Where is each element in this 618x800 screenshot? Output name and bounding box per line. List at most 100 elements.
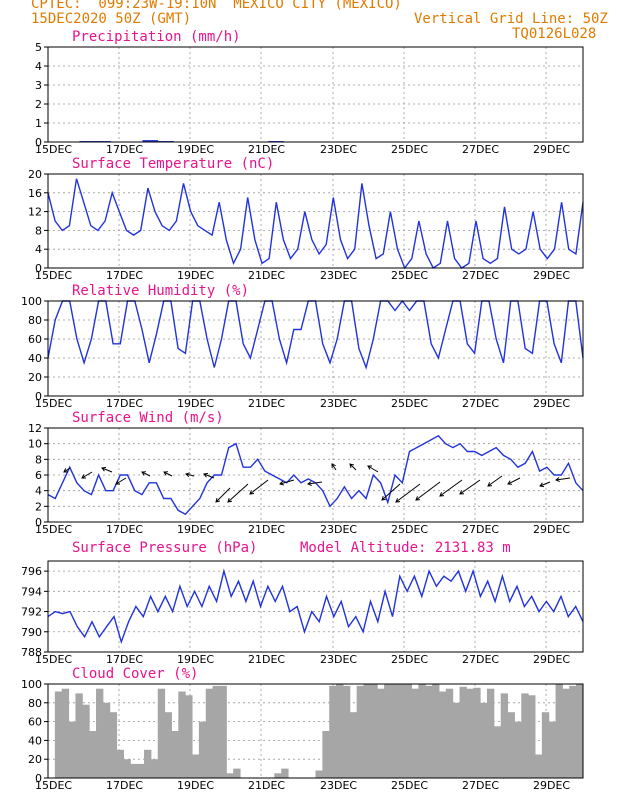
data-bar xyxy=(205,688,214,778)
panel-frame xyxy=(47,427,584,523)
y-tick-label: 794 xyxy=(21,585,42,598)
wind-arrowhead xyxy=(279,480,284,486)
wind-arrow xyxy=(185,473,195,477)
wind-arrowhead xyxy=(539,482,545,488)
date-tick-label: 17DEC xyxy=(106,269,143,282)
date-tick-label: 17DEC xyxy=(106,779,143,792)
header-datetime: 15DEC2020 50Z (GMT) xyxy=(31,11,192,27)
date-tick-label: 25DEC xyxy=(391,397,428,410)
y-tick-label: 0 xyxy=(35,262,42,275)
data-bar xyxy=(212,685,220,778)
data-bar xyxy=(192,754,200,778)
y-tick-label: 12 xyxy=(28,206,42,219)
wind-arrow xyxy=(381,483,401,501)
data-bar xyxy=(445,688,454,778)
wind-arrowhead xyxy=(395,498,401,503)
date-tick-label: 15DEC xyxy=(35,523,72,536)
wind-arrow xyxy=(367,465,379,473)
date-tick-label: 25DEC xyxy=(391,779,428,792)
date-tick-label: 19DEC xyxy=(177,397,214,410)
data-bar xyxy=(226,773,234,778)
wind-arrow xyxy=(331,463,337,471)
data-bar xyxy=(233,768,241,778)
y-tick-label: 20 xyxy=(28,753,42,766)
date-tick-label: 25DEC xyxy=(391,143,428,156)
y-tick-label: 4 xyxy=(35,485,42,498)
data-bar xyxy=(185,695,193,778)
wind-arrow xyxy=(215,487,231,503)
wind-arrowhead xyxy=(555,477,560,483)
y-tick-label: 2 xyxy=(35,98,42,111)
y-tick-label: 10 xyxy=(28,438,42,451)
data-bar xyxy=(480,702,488,778)
model-altitude-label: Model Altitude: 2131.83 m xyxy=(300,540,511,556)
date-tick-label: 17DEC xyxy=(106,143,143,156)
data-bar xyxy=(171,731,179,778)
wind-arrow xyxy=(63,467,71,473)
panel-title: Relative Humidity (%) xyxy=(72,283,249,299)
date-tick-label: 27DEC xyxy=(462,269,499,282)
data-bar xyxy=(521,693,529,778)
panel-title: Surface Pressure (hPa) xyxy=(72,540,257,556)
data-bar xyxy=(322,731,330,778)
panel-title: Cloud Cover (%) xyxy=(72,666,198,682)
data-bar xyxy=(404,684,413,778)
wind-arrowhead xyxy=(141,471,147,476)
data-bar xyxy=(123,759,131,778)
date-tick-label: 27DEC xyxy=(462,523,499,536)
data-bar xyxy=(370,684,378,778)
y-tick-label: 0 xyxy=(35,772,42,785)
wind-arrow xyxy=(227,483,249,503)
data-bar xyxy=(534,754,543,778)
data-bar xyxy=(142,140,159,142)
date-tick-label: 27DEC xyxy=(462,653,499,666)
data-bar xyxy=(336,684,344,778)
wind-arrowhead xyxy=(349,463,355,469)
wind-arrowhead xyxy=(63,468,69,473)
date-tick-label: 29DEC xyxy=(533,779,570,792)
wind-arrow xyxy=(115,477,127,485)
y-tick-label: 20 xyxy=(28,168,42,181)
panel-title: Surface Temperature (nC) xyxy=(72,156,274,172)
date-tick-label: 29DEC xyxy=(533,653,570,666)
y-tick-label: 0 xyxy=(35,516,42,529)
y-tick-label: 6 xyxy=(35,469,42,482)
y-tick-label: 12 xyxy=(28,422,42,435)
wind-arrow xyxy=(101,467,113,473)
data-bar xyxy=(390,684,399,778)
y-tick-label: 5 xyxy=(35,41,42,54)
wind-arrowhead xyxy=(249,490,255,495)
wind-arrowhead xyxy=(439,492,445,497)
wind-arrow xyxy=(507,477,521,485)
y-tick-label: 3 xyxy=(35,79,42,92)
date-tick-label: 21DEC xyxy=(248,269,285,282)
wind-arrowhead xyxy=(81,474,87,479)
wind-arrow xyxy=(307,481,323,485)
data-bar xyxy=(68,721,76,778)
data-bar xyxy=(109,712,118,778)
data-bar xyxy=(418,684,426,778)
data-bar xyxy=(178,691,186,778)
data-bar xyxy=(555,684,563,778)
data-bar xyxy=(473,687,481,778)
wind-arrow xyxy=(249,479,269,495)
panel-frame xyxy=(47,46,584,143)
date-tick-label: 17DEC xyxy=(106,653,143,666)
y-tick-label: 796 xyxy=(21,565,42,578)
y-tick-label: 0 xyxy=(35,136,42,149)
data-bar xyxy=(96,688,104,778)
wind-arrowhead xyxy=(185,472,190,478)
data-bar xyxy=(157,688,166,778)
data-bar xyxy=(219,685,227,778)
data-bar xyxy=(54,691,63,778)
wind-arrow xyxy=(487,475,503,487)
data-bar xyxy=(144,749,152,778)
panel-title: Surface Wind (m/s) xyxy=(72,410,224,426)
wind-arrowhead xyxy=(115,480,121,485)
wind-arrowhead xyxy=(101,466,107,472)
date-tick-label: 19DEC xyxy=(177,523,214,536)
wind-arrowhead xyxy=(367,465,373,470)
y-tick-label: 80 xyxy=(28,314,42,327)
data-bar xyxy=(315,770,323,778)
date-tick-label: 19DEC xyxy=(177,143,214,156)
